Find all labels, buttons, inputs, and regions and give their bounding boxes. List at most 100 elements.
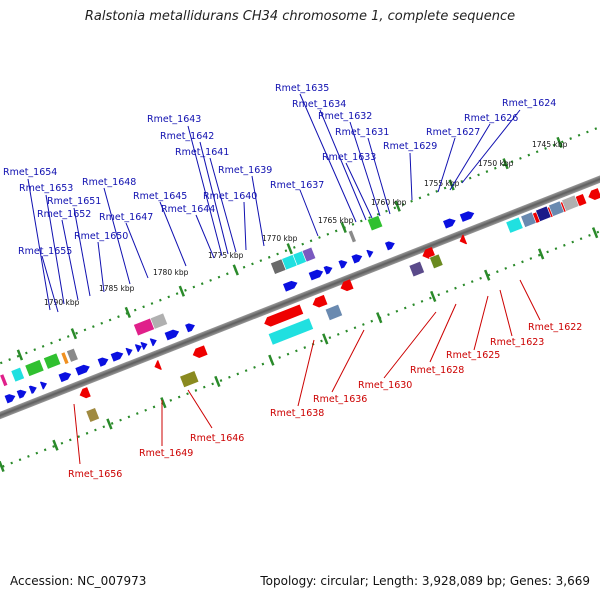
forward-gene-arrow[interactable] [308,268,325,281]
forward-gene-arrow[interactable] [110,350,125,362]
gene-label[interactable]: Rmet_1645 [133,191,187,202]
feature-box[interactable] [408,260,425,278]
ruler-tick [286,243,293,255]
forward-gene-arrow[interactable] [28,384,38,394]
reverse-gene-arrow[interactable] [153,360,162,372]
gene-label[interactable]: Rmet_1651 [47,196,101,207]
forward-gene-arrow[interactable] [4,392,17,404]
feature-box[interactable] [43,352,62,370]
feature-box[interactable] [0,373,9,387]
gene-label[interactable]: Rmet_1641 [175,147,229,158]
gene-label[interactable]: Rmet_1637 [270,180,324,191]
ruler-label: 1755 kbp [424,179,460,188]
gene-label[interactable]: Rmet_1638 [270,408,324,419]
feature-box[interactable] [149,312,169,330]
callout-line [103,187,131,285]
forward-gene-arrow[interactable] [97,356,110,367]
feature-box[interactable] [505,216,524,234]
gene-label[interactable]: Rmet_1635 [275,83,329,94]
gene-label[interactable]: Rmet_1631 [335,127,389,138]
forward-gene-arrow[interactable] [185,322,196,333]
gene-label[interactable]: Rmet_1649 [139,448,193,459]
feature-box[interactable] [366,214,384,232]
gene-label[interactable]: Rmet_1622 [528,322,582,333]
forward-gene-arrow[interactable] [134,342,144,353]
gene-label[interactable]: Rmet_1654 [3,167,57,178]
forward-gene-arrow[interactable] [443,217,457,229]
gene-label[interactable]: Rmet_1644 [161,204,215,215]
ruler-tick [502,158,509,170]
ruler-tick [556,136,563,148]
gene-label[interactable]: Rmet_1650 [74,231,128,242]
feature-box[interactable] [347,229,357,244]
gene-label[interactable]: Rmet_1634 [292,99,346,110]
forward-gene-arrow[interactable] [125,346,135,356]
forward-gene-arrow[interactable] [459,209,476,222]
reverse-gene-arrow[interactable] [339,279,354,293]
forward-gene-arrow[interactable] [282,279,299,292]
feature-box[interactable] [10,366,25,383]
forward-gene-arrow[interactable] [140,340,149,350]
feature-box[interactable] [179,370,200,388]
feature-box[interactable] [24,359,45,377]
feature-box[interactable] [267,317,314,346]
gene-label[interactable]: Rmet_1639 [218,165,272,176]
gene-label[interactable]: Rmet_1628 [410,365,464,376]
feature-box[interactable] [535,205,552,222]
gene-label[interactable]: Rmet_1632 [318,111,372,122]
callout-line [159,201,187,267]
reverse-gene-arrow[interactable] [78,387,91,400]
feature-box[interactable] [85,407,100,423]
feature-box[interactable] [60,351,70,365]
feature-box[interactable] [66,347,79,363]
ruler-tick [376,312,383,324]
gene-label[interactable]: Rmet_1653 [19,183,73,194]
forward-gene-arrow[interactable] [366,248,375,258]
forward-gene-arrow[interactable] [164,328,181,341]
feature-box[interactable] [561,194,580,212]
gene-label[interactable]: Rmet_1640 [203,191,257,202]
reverse-gene-arrow[interactable] [458,234,468,247]
gene-label[interactable]: Rmet_1643 [147,114,201,125]
reverse-gene-arrow[interactable] [587,188,600,202]
gene-label[interactable]: Rmet_1623 [490,337,544,348]
callout-line [449,123,491,191]
gene-label[interactable]: Rmet_1626 [464,113,518,124]
forward-gene-arrow[interactable] [338,258,348,269]
forward-gene-arrow[interactable] [75,363,91,376]
feature-box[interactable] [548,200,565,217]
feature-box[interactable] [429,253,444,270]
forward-gene-arrow[interactable] [149,337,159,347]
gene-label[interactable]: Rmet_1625 [446,350,500,361]
feature-box[interactable] [324,303,344,321]
gene-label[interactable]: Rmet_1646 [190,433,244,444]
callout-line [41,255,59,313]
reverse-gene-arrow[interactable] [191,345,208,359]
forward-gene-arrow[interactable] [16,388,28,399]
ruler-tick [124,306,132,319]
gene-label[interactable]: Rmet_1648 [82,177,136,188]
forward-gene-arrow[interactable] [351,252,363,264]
gene-label[interactable]: Rmet_1655 [18,246,72,257]
feature-box[interactable] [301,246,317,263]
gene-label[interactable]: Rmet_1624 [502,98,556,109]
reverse-gene-arrow[interactable] [262,304,304,328]
reverse-gene-arrow[interactable] [421,247,436,261]
callout-line [97,241,105,293]
gene-label[interactable]: Rmet_1629 [383,141,437,152]
gene-label[interactable]: Rmet_1652 [37,209,91,220]
gene-label[interactable]: Rmet_1647 [99,212,153,223]
gene-label[interactable]: Rmet_1630 [358,380,412,391]
gene-label[interactable]: Rmet_1642 [160,131,214,142]
gene-label[interactable]: Rmet_1633 [322,152,376,163]
reverse-gene-arrow[interactable] [311,294,328,309]
gene-label[interactable]: Rmet_1656 [68,469,122,480]
forward-gene-arrow[interactable] [323,264,334,275]
forward-gene-arrow[interactable] [39,380,49,390]
callout-line [209,157,237,253]
gene-label[interactable]: Rmet_1627 [426,127,480,138]
gene-label[interactable]: Rmet_1636 [313,394,367,405]
feature-box[interactable] [520,211,537,228]
forward-gene-arrow[interactable] [384,240,396,251]
forward-gene-arrow[interactable] [58,370,73,383]
